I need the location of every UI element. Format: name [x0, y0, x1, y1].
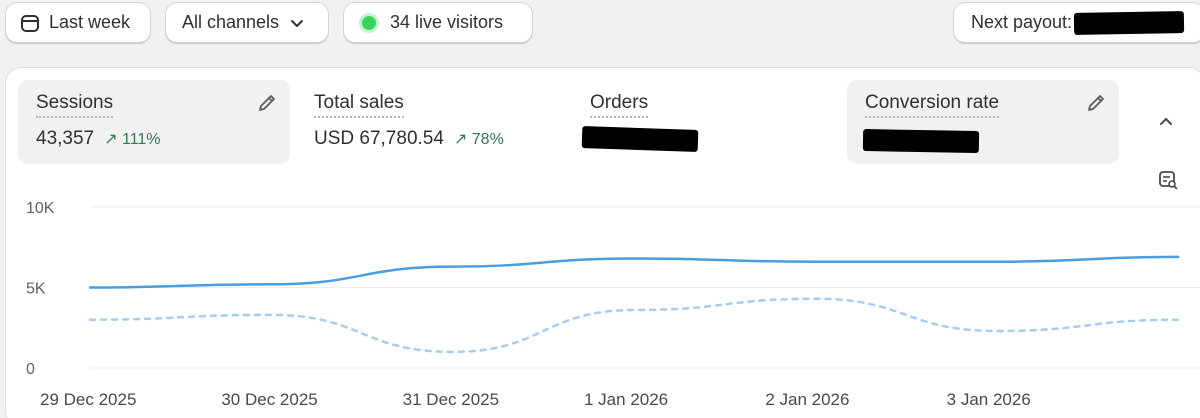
metric-tile-sessions[interactable]: Sessions 43,357 ↗ 111% [18, 80, 290, 164]
metric-tile-orders[interactable]: Orders [572, 80, 842, 164]
date-range-button[interactable]: Last week [5, 2, 151, 43]
analytics-card: Sessions 43,357 ↗ 111% Total sales USD 67… [5, 67, 1200, 418]
comparison-series-line [88, 297, 1180, 354]
y-tick-label: 5K [26, 281, 46, 298]
metric-value-row: USD 67,780.54 ↗ 78% [314, 128, 504, 150]
chevron-up-icon[interactable] [1154, 110, 1178, 134]
arrow-up-right-icon: ↗ [453, 131, 472, 148]
arrow-up-right-icon: ↗ [104, 131, 122, 148]
channels-dropdown[interactable]: All channels [165, 2, 329, 43]
x-tick-label: 2 Jan 2026 [765, 390, 849, 409]
live-visitors-label: 34 live visitors [390, 12, 504, 32]
metric-tile-total-sales[interactable]: Total sales USD 67,780.54 ↗ 78% [296, 80, 566, 164]
channels-label: All channels [182, 12, 280, 32]
x-tick-label: 31 Dec 2025 [403, 390, 499, 409]
metric-label: Orders [590, 92, 649, 118]
metric-tile-conversion-rate[interactable]: Conversion rate [847, 80, 1119, 164]
y-tick-label: 0 [26, 361, 35, 378]
redacted-payout-amount [1073, 10, 1185, 35]
primary-series-line [88, 255, 1180, 289]
x-tick-label: 1 Jan 2026 [584, 390, 668, 409]
x-tick-label: 29 Dec 2025 [40, 390, 136, 409]
redacted-metric-value [581, 125, 699, 153]
y-tick-label: 10K [26, 200, 55, 217]
edit-icon[interactable] [1085, 92, 1107, 114]
redacted-metric-value [862, 128, 980, 154]
metric-value: USD 67,780.54 [314, 128, 444, 149]
live-status-icon [362, 15, 376, 30]
x-tick-label: 3 Jan 2026 [947, 390, 1031, 409]
live-visitors-button[interactable]: 34 live visitors [343, 2, 533, 43]
next-payout-button[interactable]: Next payout: [953, 2, 1200, 43]
metric-label: Conversion rate [865, 92, 1000, 118]
calendar-icon [20, 13, 40, 33]
date-range-label: Last week [49, 12, 131, 32]
chevron-down-icon [289, 15, 305, 31]
metric-value: 43,357 [36, 128, 95, 149]
edit-icon[interactable] [256, 92, 278, 114]
sessions-line-chart: 10K 5K 0 29 Dec 2025 30 Dec 2025 31 Dec 2025 1… [26, 200, 1200, 409]
analysis-icon[interactable] [1156, 168, 1180, 192]
metric-label: Total sales [314, 92, 404, 118]
metric-change: ↗ 111% [104, 131, 161, 148]
metric-change: ↗ 78% [453, 131, 504, 148]
metric-value-row: 43,357 ↗ 111% [36, 128, 161, 150]
x-tick-label: 30 Dec 2025 [221, 390, 317, 409]
metric-label: Sessions [36, 92, 114, 118]
next-payout-label: Next payout: [971, 12, 1073, 32]
